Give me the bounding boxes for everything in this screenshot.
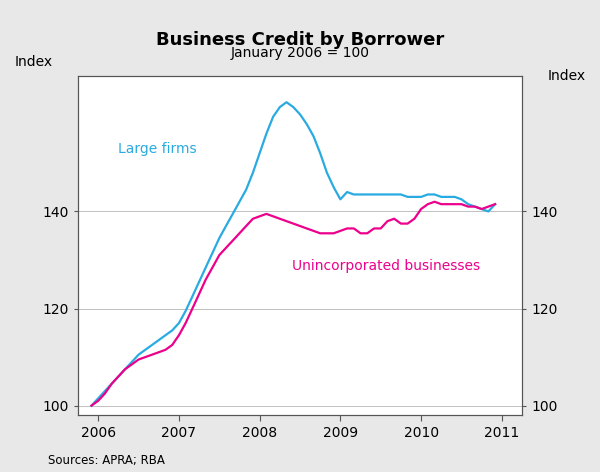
Y-axis label: Index: Index	[14, 55, 53, 69]
Text: Large firms: Large firms	[118, 142, 197, 156]
Y-axis label: Index: Index	[547, 69, 586, 83]
Text: January 2006 = 100: January 2006 = 100	[230, 46, 370, 60]
Title: Business Credit by Borrower: Business Credit by Borrower	[156, 31, 444, 49]
Text: Sources: APRA; RBA: Sources: APRA; RBA	[48, 454, 165, 467]
Text: Unincorporated businesses: Unincorporated businesses	[292, 259, 480, 273]
